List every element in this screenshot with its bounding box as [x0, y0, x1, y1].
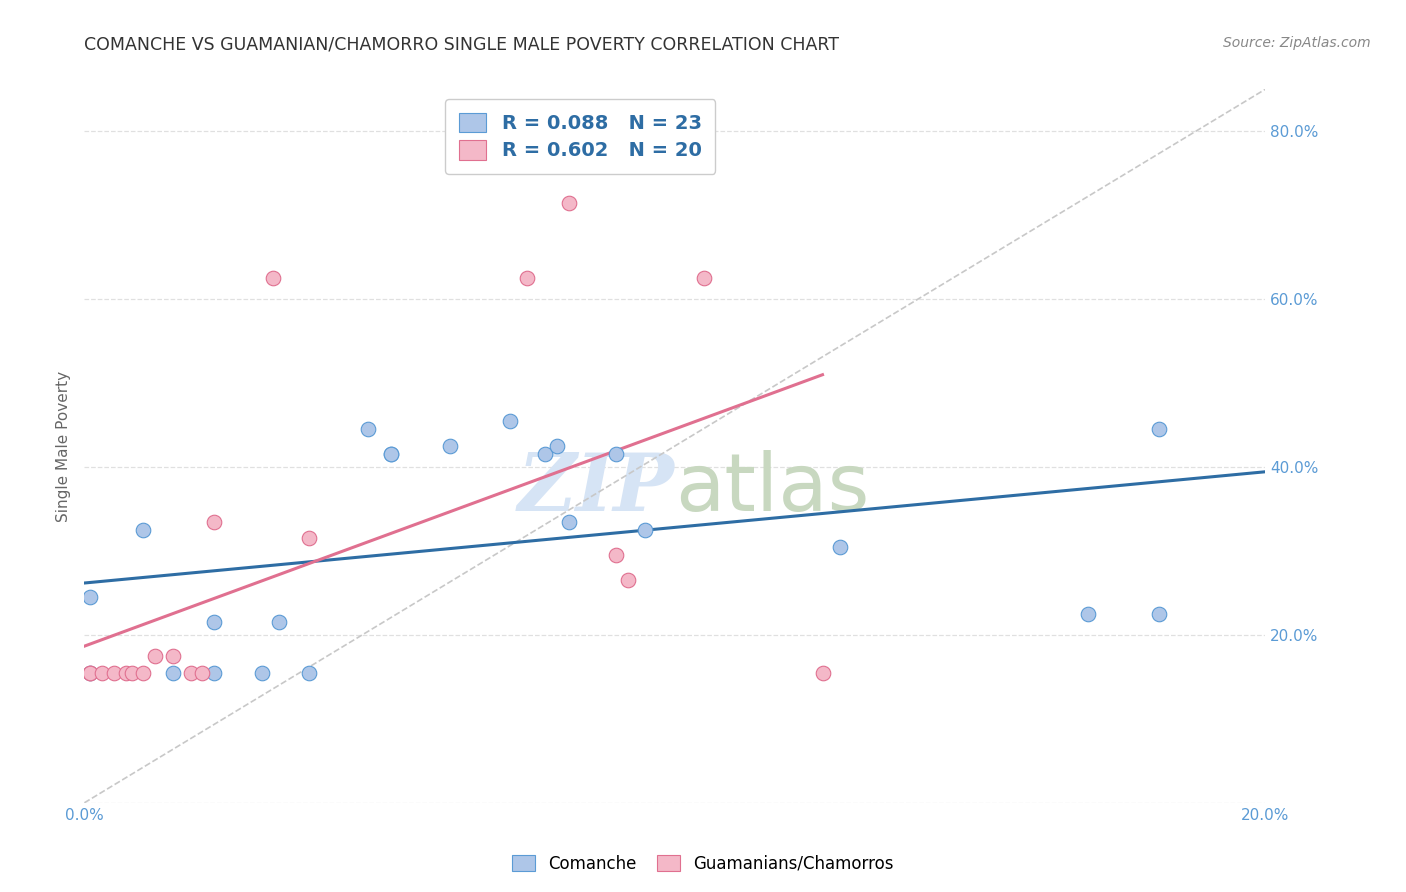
Point: [1147, 607, 1170, 621]
Point: [546, 439, 568, 453]
Point: [121, 665, 143, 680]
Point: [79, 665, 101, 680]
Point: [132, 523, 155, 537]
Point: [605, 447, 627, 461]
Point: [298, 665, 321, 680]
Point: [830, 540, 852, 554]
Point: [143, 648, 166, 663]
Point: [557, 195, 579, 210]
Point: [91, 665, 114, 680]
Point: [162, 648, 184, 663]
Point: [162, 665, 184, 680]
Text: ZIP: ZIP: [517, 450, 675, 527]
Point: [269, 615, 291, 630]
Point: [191, 665, 214, 680]
Point: [534, 447, 557, 461]
Point: [605, 548, 627, 562]
Text: COMANCHE VS GUAMANIAN/CHAMORRO SINGLE MALE POVERTY CORRELATION CHART: COMANCHE VS GUAMANIAN/CHAMORRO SINGLE MA…: [84, 36, 839, 54]
Point: [516, 271, 538, 285]
Point: [114, 665, 136, 680]
Point: [557, 515, 579, 529]
Legend: Comanche, Guamanians/Chamorros: Comanche, Guamanians/Chamorros: [505, 848, 901, 880]
Point: [132, 665, 155, 680]
Point: [180, 665, 202, 680]
Point: [202, 515, 225, 529]
Point: [1147, 422, 1170, 436]
Y-axis label: Single Male Poverty: Single Male Poverty: [56, 370, 72, 522]
Point: [79, 590, 101, 604]
Point: [79, 665, 101, 680]
Point: [811, 665, 834, 680]
Point: [380, 447, 402, 461]
Point: [693, 271, 716, 285]
Point: [103, 665, 125, 680]
Text: Source: ZipAtlas.com: Source: ZipAtlas.com: [1223, 36, 1371, 50]
Point: [634, 523, 657, 537]
Point: [262, 271, 284, 285]
Point: [439, 439, 461, 453]
Point: [616, 574, 638, 588]
Point: [357, 422, 380, 436]
Point: [498, 414, 520, 428]
Point: [202, 665, 225, 680]
Legend: R = 0.088   N = 23, R = 0.602   N = 20: R = 0.088 N = 23, R = 0.602 N = 20: [446, 99, 716, 174]
Point: [1077, 607, 1099, 621]
Point: [79, 665, 101, 680]
Text: atlas: atlas: [675, 450, 869, 528]
Point: [380, 447, 402, 461]
Point: [298, 532, 321, 546]
Point: [202, 615, 225, 630]
Point: [250, 665, 273, 680]
